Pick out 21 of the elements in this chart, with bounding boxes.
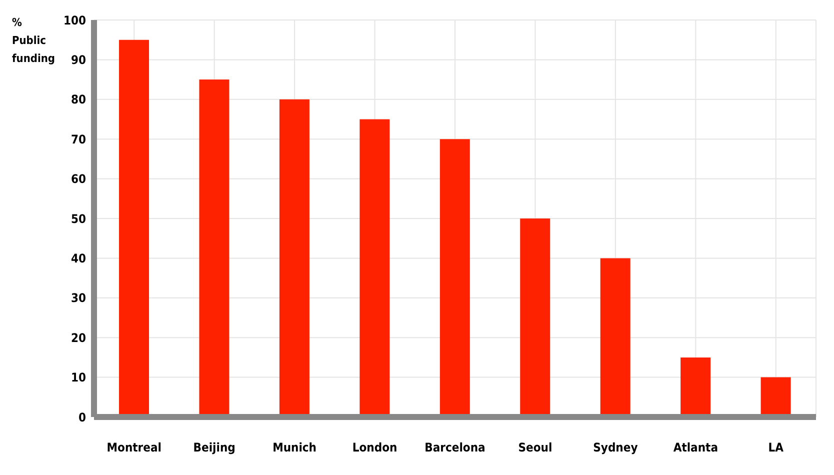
y-tick-label: 0 [78, 410, 86, 424]
x-tick-label: Atlanta [673, 440, 718, 455]
y-axis-title: % Public funding [12, 15, 56, 67]
y-tick-label: 10 [70, 370, 86, 385]
x-tick-label: Seoul [518, 440, 552, 455]
y-tick-label: 60 [70, 172, 86, 186]
y-tick-label: 20 [70, 330, 86, 345]
x-tick-label: Montreal [106, 440, 162, 455]
y-tick-label: 100 [63, 13, 86, 28]
x-tick-label: Beijing [193, 440, 236, 455]
x-tick-label: Sydney [593, 440, 638, 455]
y-tick-label: 30 [70, 291, 86, 306]
x-tick-label: Munich [272, 440, 317, 455]
y-tick-label: 80 [70, 92, 86, 107]
x-tick-label: London [352, 440, 398, 455]
y-tick-label: 40 [70, 251, 86, 266]
y-tick-label: 50 [70, 212, 86, 226]
y-tick-label: 90 [70, 52, 86, 67]
y-tick-label: 70 [70, 132, 86, 146]
x-tick-label: Barcelona [424, 440, 486, 455]
x-tick-label: LA [768, 440, 784, 455]
